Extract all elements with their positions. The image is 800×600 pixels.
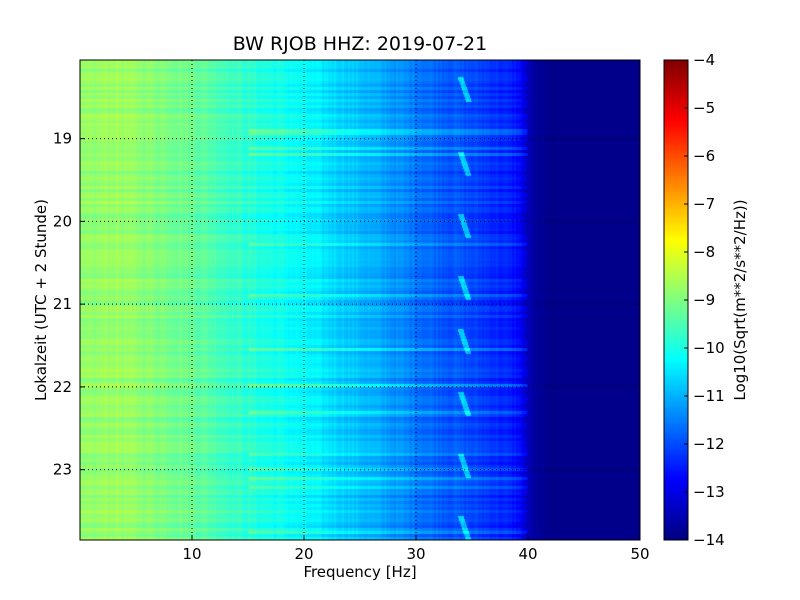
x-tick-label: 20 — [294, 545, 313, 563]
y-axis-label: Lokalzeit (UTC + 2 Stunde) — [32, 199, 50, 401]
y-tick-label: 20 — [53, 212, 72, 230]
y-tick-label: 23 — [53, 461, 72, 479]
grid-lines — [80, 60, 640, 540]
plot-frame — [79, 59, 641, 541]
x-tick-label: 50 — [630, 545, 649, 563]
colorbar-tick-label: −11 — [693, 387, 725, 405]
colorbar-tick-label: −9 — [693, 291, 715, 309]
colorbar-axis: −4 −5 −6 −7 −8 −9 −10 −11 −12 −13 −14 — [684, 51, 725, 549]
y-tick-label: 21 — [53, 295, 72, 313]
colorbar-tick-label: −8 — [693, 243, 715, 261]
y-tick-label: 19 — [53, 130, 72, 148]
x-axis-label: Frequency [Hz] — [303, 563, 416, 581]
colorbar-tick-label: −4 — [693, 51, 715, 69]
spectrogram-heatmap — [80, 60, 640, 540]
colorbar-tick-label: −5 — [693, 99, 715, 117]
y-tick-label: 22 — [53, 378, 72, 396]
y-axis: 19 20 21 22 23 — [53, 130, 85, 479]
x-tick-label: 30 — [406, 545, 425, 563]
colorbar-tick-label: −7 — [693, 195, 715, 213]
x-tick-label: 40 — [518, 545, 537, 563]
colorbar-tick-label: −13 — [693, 483, 725, 501]
chart-title: BW RJOB HHZ: 2019-07-21 — [233, 33, 487, 55]
colorbar-tick-label: −12 — [693, 435, 725, 453]
x-axis: 10 20 30 40 50 — [182, 535, 650, 563]
colorbar-tick-label: −14 — [693, 531, 725, 549]
colorbar-tick-label: −10 — [693, 339, 725, 357]
x-tick-label: 10 — [182, 545, 201, 563]
colorbar-label: Log10(Sqrt(m**2/s**2/Hz)) — [731, 199, 749, 400]
colorbar-tick-label: −6 — [693, 147, 715, 165]
